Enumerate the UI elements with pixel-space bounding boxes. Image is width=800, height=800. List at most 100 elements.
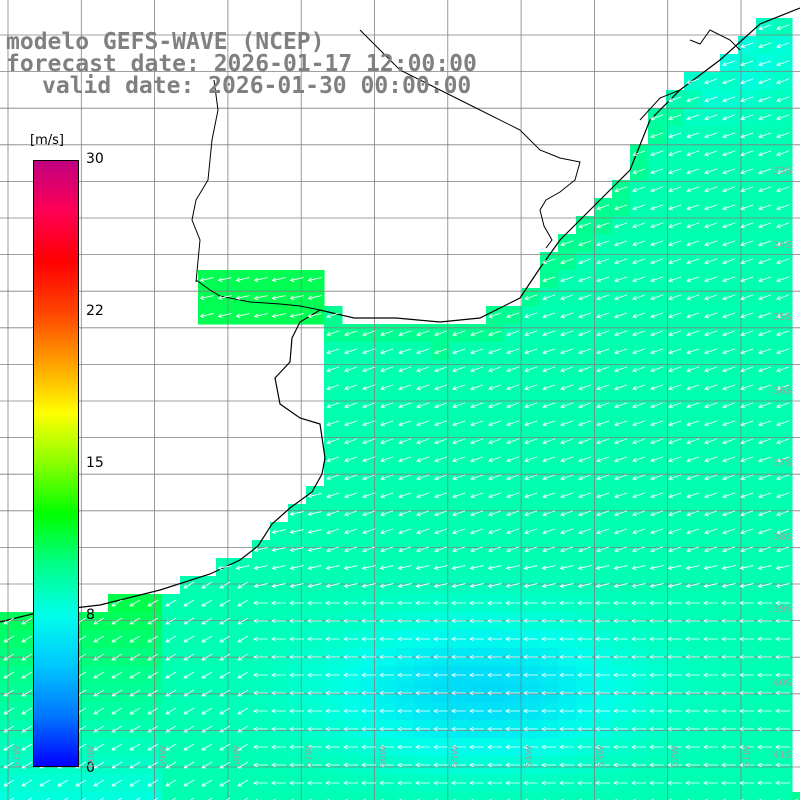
wind-arrow [577,744,592,750]
wind-arrow [183,653,195,661]
wind-arrow [129,635,141,643]
wind-arrow [595,565,610,570]
wind-arrow [451,780,466,786]
wind-arrow [595,744,610,750]
wind-arrow [776,348,790,355]
wind-arrow [740,222,754,229]
wind-arrow [722,186,736,193]
wind-arrow [3,635,15,643]
wind-arrow [253,547,268,552]
wind-arrow [165,635,177,643]
wind-arrow [595,618,610,624]
wind-arrow [452,402,466,409]
wind-arrow [470,366,484,373]
wind-arrow [758,420,772,427]
wind-arrow [237,671,249,679]
wind-arrow [487,583,502,588]
wind-arrow [147,689,159,697]
wind-arrow [325,565,340,570]
wind-cell [0,792,19,800]
wind-arrow [488,510,502,517]
wind-arrow [183,617,195,625]
wind-arrow [542,312,556,319]
wind-arrow [307,583,322,588]
wind-arrow [542,528,556,535]
wind-arrow [740,420,754,427]
wind-arrow [380,438,394,445]
wind-arrow [183,599,195,607]
wind-arrow [686,168,700,175]
wind-arrow [488,384,502,391]
wind-arrow [542,420,556,427]
wind-arrow [271,565,286,570]
wind-arrow [542,366,556,373]
wind-arrow [560,438,574,445]
wind-arrow [235,295,250,300]
wind-arrow [740,384,754,391]
wind-arrow [451,708,466,714]
wind-arrow [343,762,358,768]
wind-arrow [470,384,484,391]
wind-arrow [325,654,340,660]
wind-arrow [506,348,520,355]
wind-arrow [469,600,484,606]
wind-arrow [686,348,700,355]
wind-arrow [488,528,502,535]
wind-arrow [776,330,790,337]
wind-arrow [183,725,195,733]
wind-cell [342,792,361,800]
wind-arrow [596,330,610,337]
wind-arrow [614,366,628,373]
wind-arrow [775,780,790,786]
wind-cell [216,792,235,800]
wind-arrow [344,528,358,535]
wind-arrow [632,150,646,157]
wind-arrow [740,42,754,49]
wind-arrow [237,725,249,733]
wind-arrow [757,708,772,714]
lat-label: 34S [772,240,792,251]
wind-arrow [523,654,538,660]
wind-arrow [183,689,195,697]
wind-arrow [722,492,736,499]
lon-label: 54W [524,745,535,768]
lat-label: 35S [772,312,792,323]
wind-arrow [667,636,682,642]
wind-arrow [506,474,520,481]
wind-arrow [506,420,520,427]
wind-arrow [542,456,556,463]
wind-arrow [361,780,376,786]
wind-arrow [524,474,538,481]
wind-arrow [649,565,664,570]
wind-arrow [578,294,592,301]
wind-arrow [470,402,484,409]
wind-arrow [740,366,754,373]
wind-arrow [253,654,268,660]
wind-arrow [578,222,592,229]
lon-label: 56W [378,745,389,768]
wind-arrow [253,295,268,300]
wind-arrow [722,60,736,67]
wind-arrow [21,743,33,751]
wind-cell [126,792,145,800]
wind-arrow [361,565,376,570]
wind-arrow [721,762,736,768]
wind-arrow [271,636,286,642]
wind-arrow [740,60,754,67]
wind-arrow [380,330,394,337]
wind-arrow [595,654,610,660]
wind-arrow [632,276,646,283]
wind-arrow [704,276,718,283]
wind-arrow [506,546,520,553]
wind-arrow [289,708,304,714]
wind-arrow [722,402,736,409]
wind-arrow [524,384,538,391]
wind-arrow [722,438,736,445]
wind-arrow [686,276,700,283]
wind-arrow [758,24,772,31]
wind-arrow [129,707,141,715]
wind-cell [162,792,181,800]
wind-arrow [452,510,466,517]
wind-arrow [613,744,628,750]
wind-arrow [307,618,322,624]
